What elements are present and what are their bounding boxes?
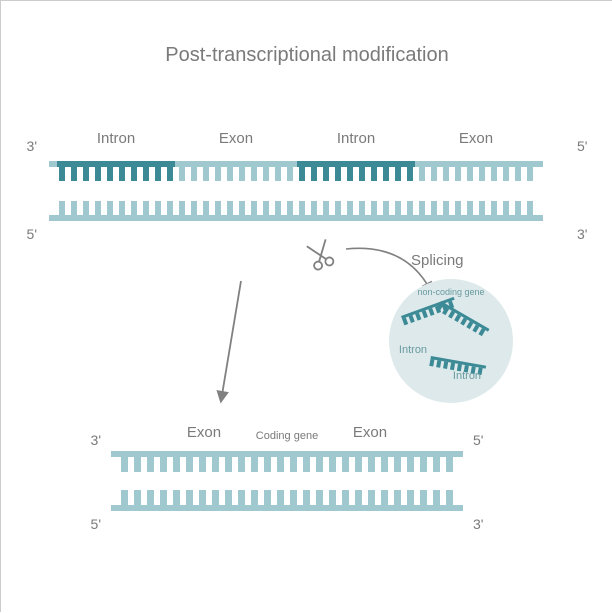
svg-text:Exon: Exon [353, 424, 387, 441]
svg-text:5': 5' [27, 226, 37, 242]
splicing-label: Splicing [411, 252, 464, 269]
svg-text:Intron: Intron [453, 370, 481, 382]
svg-text:Intron: Intron [97, 130, 135, 147]
diagram-frame: Post-transcriptional modification Intron E… [0, 0, 612, 612]
svg-text:Exon: Exon [459, 130, 493, 147]
intron-pool-circle [389, 279, 513, 403]
diagram-svg: Post-transcriptional modification Intron E… [1, 1, 612, 613]
title: Post-transcriptional modification [165, 44, 448, 66]
svg-text:Exon: Exon [187, 424, 221, 441]
svg-text:Coding gene: Coding gene [256, 430, 318, 442]
svg-text:non-coding gene: non-coding gene [417, 287, 484, 297]
svg-text:3': 3' [473, 516, 483, 532]
svg-text:3': 3' [577, 226, 587, 242]
svg-text:3': 3' [91, 432, 101, 448]
svg-text:Exon: Exon [219, 130, 253, 147]
svg-text:3': 3' [27, 138, 37, 154]
svg-text:5': 5' [91, 516, 101, 532]
svg-text:5': 5' [473, 432, 483, 448]
svg-text:Intron: Intron [399, 344, 427, 356]
svg-text:5': 5' [577, 138, 587, 154]
svg-text:Intron: Intron [337, 130, 375, 147]
